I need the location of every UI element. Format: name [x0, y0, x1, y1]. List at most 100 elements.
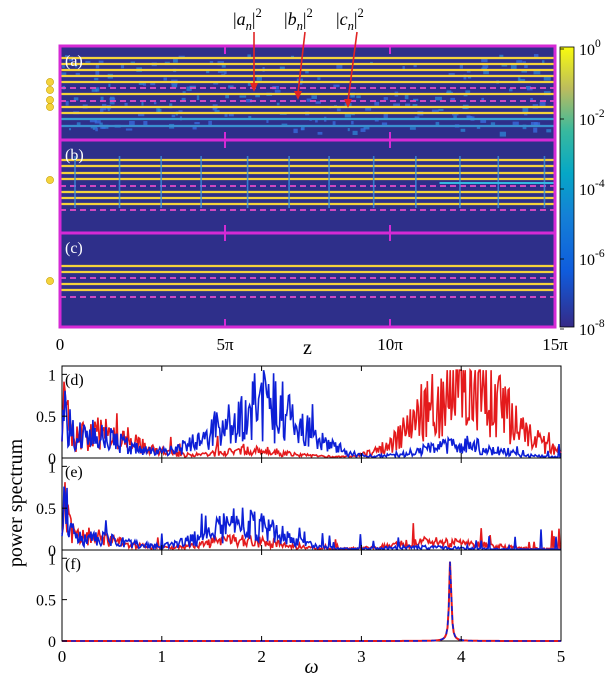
heatmap-speckle	[534, 122, 541, 126]
heatmap-speckle	[76, 122, 81, 127]
heatmap-speckle	[501, 63, 508, 67]
heatmap-speckle	[512, 121, 519, 125]
site-marker	[46, 176, 54, 184]
heatmap-speckle	[516, 60, 523, 63]
heatmap-speckle	[363, 125, 370, 130]
heatmap-speckle	[336, 64, 343, 69]
heatmap-speckle	[248, 115, 252, 119]
heatmap-speckle	[95, 127, 98, 132]
heatmap-speckle	[89, 118, 97, 123]
heatmap-speckle	[85, 60, 91, 65]
heatmap-speckle	[350, 92, 355, 98]
heatmap-speckle	[360, 128, 366, 132]
heatmap-speckle	[530, 97, 533, 101]
heatmap-speckle	[351, 120, 354, 125]
heatmap-speckle	[315, 101, 321, 104]
heatmap-speckle	[98, 60, 104, 65]
y-tick-label: 0.5	[36, 409, 56, 426]
site-marker	[46, 86, 54, 94]
heatmap-speckle	[108, 83, 111, 87]
heatmap-speckle	[224, 114, 228, 117]
heatmap-speckle	[91, 89, 98, 92]
heatmap-speckle	[92, 127, 96, 130]
heatmap-speckle	[95, 64, 100, 69]
heatmap-speckle	[100, 96, 104, 102]
heatmap-speckle	[186, 86, 192, 92]
x-axis-label: z	[303, 337, 312, 359]
y-tick-label: 0	[48, 543, 56, 560]
heatmap-speckle	[438, 108, 444, 112]
annotation-label: |bn|2	[284, 6, 313, 33]
heatmap-speckle	[224, 69, 227, 75]
colorbar	[559, 46, 575, 328]
heatmap-speckle	[466, 70, 471, 73]
heatmap-speckle	[526, 87, 533, 91]
heatmap-speckle	[383, 97, 388, 100]
heatmap-speckle	[100, 107, 107, 111]
heatmap-speckle	[539, 102, 546, 107]
site-marker	[46, 78, 54, 86]
x-tick-label: 0	[58, 647, 67, 666]
heatmap-speckle	[73, 97, 79, 101]
heatmap-speckle	[171, 84, 178, 88]
heatmap-speckle	[94, 77, 99, 81]
site-marker	[46, 103, 54, 111]
y-tick-label: 0.5	[36, 501, 56, 518]
heatmap-speckle	[533, 54, 539, 59]
heatmap-speckle	[483, 70, 489, 75]
heatmap-speckle	[75, 72, 80, 77]
heatmap-speckle	[125, 128, 133, 131]
heatmap-speckle	[124, 102, 128, 106]
heatmap-speckle	[453, 115, 457, 119]
heatmap-speckle	[466, 115, 471, 120]
heatmap-speckle	[65, 100, 69, 106]
heatmap-speckle	[481, 57, 488, 63]
heatmap-speckle	[173, 58, 178, 63]
spectrum-series-line	[62, 561, 561, 642]
heatmap-speckle	[315, 118, 318, 123]
y-tick-label: 1	[48, 367, 56, 384]
colorbar-tick-label: 10-2	[579, 108, 605, 129]
heatmap-speckle	[311, 95, 317, 99]
heatmap-speckle	[517, 77, 521, 83]
heatmap-speckle	[99, 122, 103, 125]
heatmap-speckle	[412, 103, 418, 107]
colorbar-tick-label: 10-8	[579, 318, 605, 339]
heatmap-speckle	[510, 64, 517, 69]
spectrum-series-line	[61, 486, 562, 552]
annotation-label: |cn|2	[336, 6, 364, 33]
heatmap-speckle	[225, 94, 229, 99]
heatmap-speckle	[246, 98, 253, 103]
y-tick-label: 0	[48, 634, 56, 651]
heatmap-speckle	[214, 109, 220, 113]
panel-label: (e)	[65, 464, 83, 481]
heatmap-speckle	[381, 122, 388, 127]
heatmap-speckle	[317, 131, 323, 135]
heatmap-speckle	[153, 102, 157, 105]
colorbar-tick-label: 10-4	[579, 178, 605, 199]
x-tick-label: 15π	[542, 335, 568, 354]
heatmap-speckle	[169, 103, 173, 109]
x-tick-label: 5	[557, 647, 566, 666]
heatmap-panel-frame	[58, 231, 557, 329]
heatmap-speckle	[95, 71, 100, 76]
heatmap-speckle	[255, 94, 260, 98]
x-tick-label: 5π	[216, 335, 234, 354]
spectrum-panel-frame	[61, 457, 562, 551]
heatmap-speckle	[64, 55, 68, 59]
heatmap-speckle	[344, 112, 352, 118]
heatmap-speckle	[533, 127, 538, 133]
y-tick-label: 1	[48, 551, 56, 568]
panel-label: (b)	[65, 147, 84, 164]
heatmap-speckle	[448, 72, 455, 76]
x-tick-label: 10π	[377, 335, 403, 354]
heatmap-speckle	[431, 109, 439, 114]
heatmap-speckle	[256, 76, 262, 81]
heatmap-speckle	[228, 112, 234, 117]
annotation-arrowhead	[250, 83, 258, 92]
heatmap-speckle	[543, 76, 551, 81]
heatmap-speckle	[208, 120, 212, 126]
heatmap-speckle	[143, 121, 148, 126]
heatmap-speckle	[247, 81, 252, 86]
y-tick-label: 0	[48, 451, 56, 468]
